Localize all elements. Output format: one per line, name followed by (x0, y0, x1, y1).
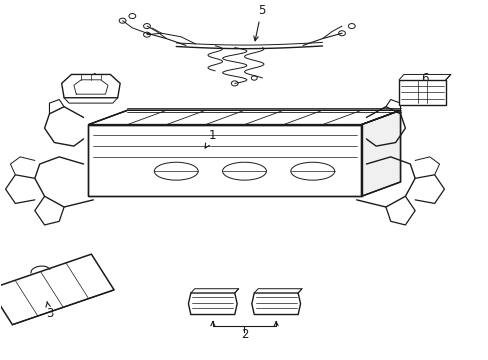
Polygon shape (0, 254, 114, 325)
Polygon shape (88, 125, 361, 196)
Ellipse shape (290, 162, 334, 180)
Text: 5: 5 (253, 4, 264, 41)
Polygon shape (61, 75, 120, 98)
Polygon shape (361, 110, 400, 196)
Text: 6: 6 (420, 72, 428, 95)
Ellipse shape (154, 162, 198, 180)
Ellipse shape (222, 162, 266, 180)
Polygon shape (188, 293, 237, 315)
Text: 2: 2 (240, 328, 248, 341)
Text: 3: 3 (46, 302, 53, 320)
Text: 4: 4 (89, 72, 97, 94)
Polygon shape (398, 80, 445, 105)
Polygon shape (251, 293, 300, 315)
Text: 1: 1 (205, 129, 216, 148)
Polygon shape (88, 110, 400, 125)
